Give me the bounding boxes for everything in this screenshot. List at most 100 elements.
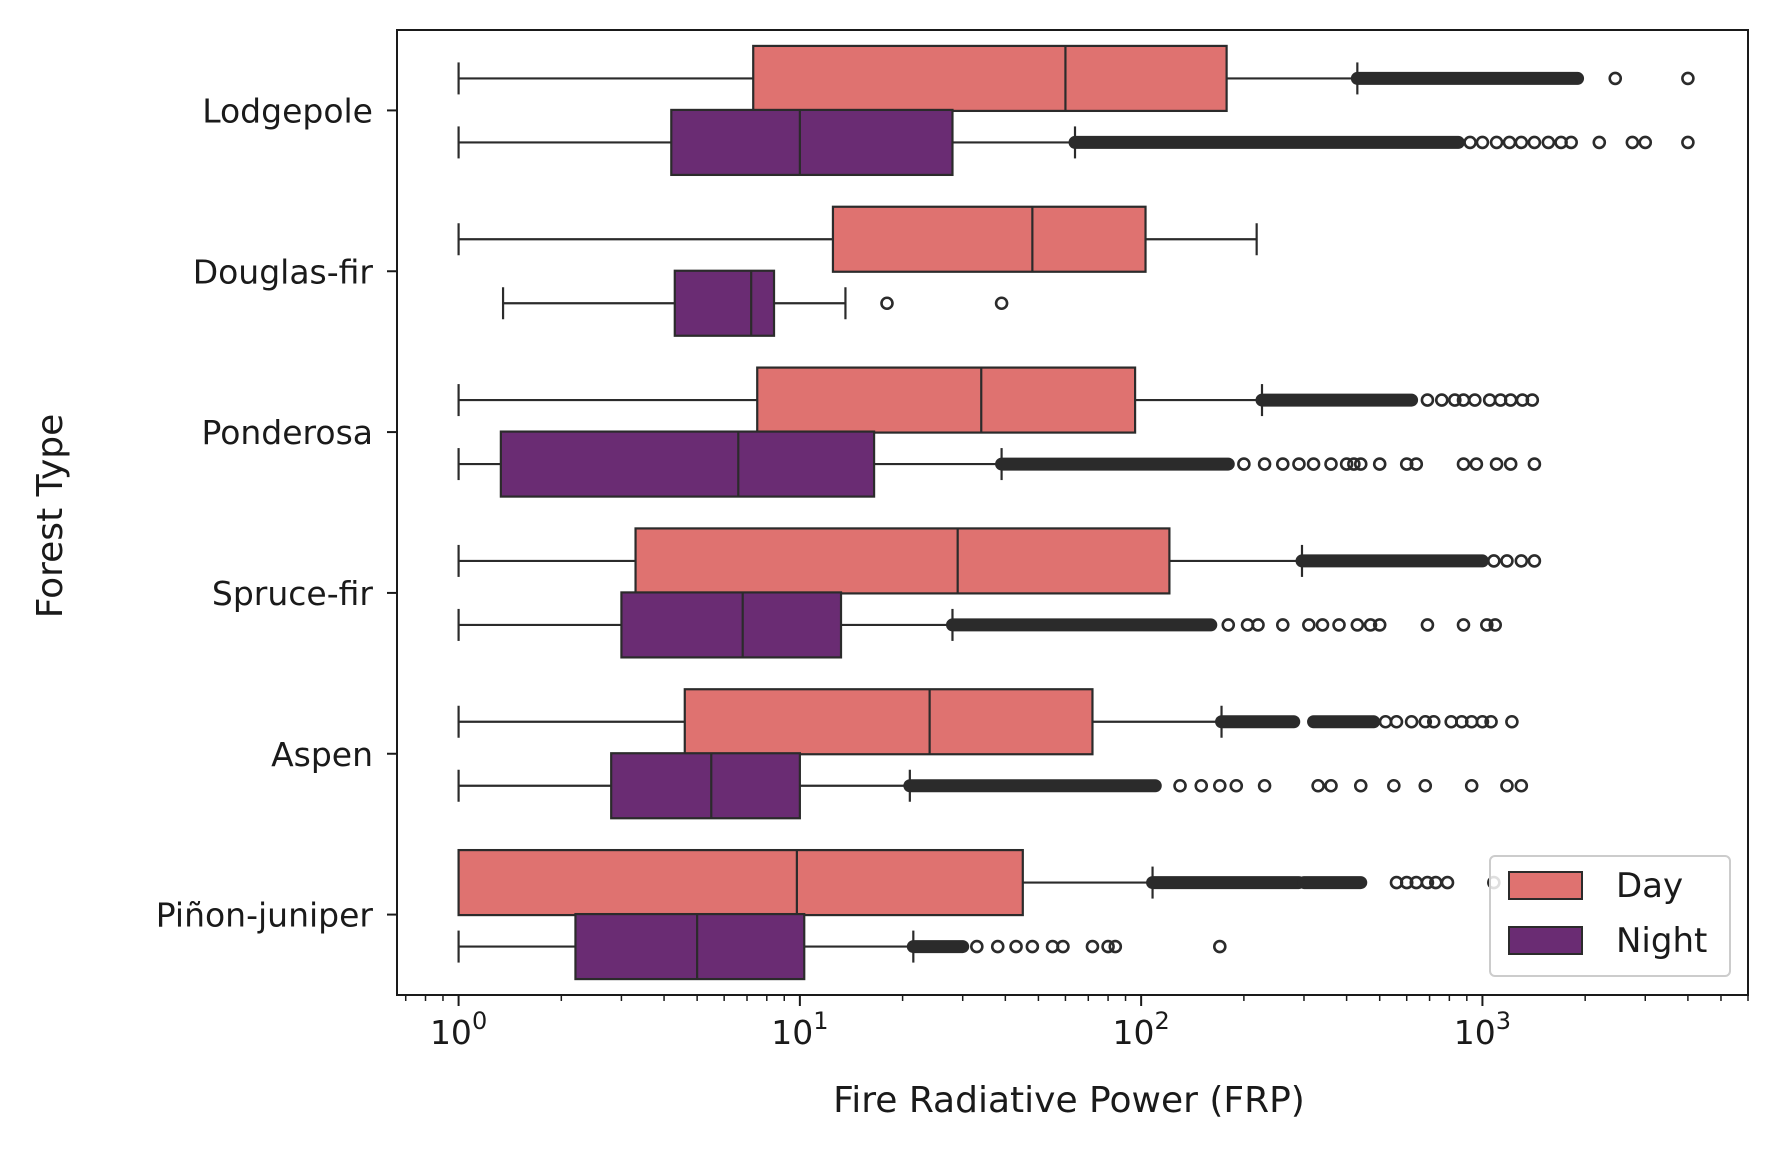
outlier-point — [1237, 457, 1251, 471]
iqr-box — [673, 269, 776, 337]
boxes-layer — [457, 44, 1695, 981]
outlier-point — [1372, 618, 1387, 632]
outlier-point — [1221, 618, 1236, 632]
iqr-box — [670, 108, 954, 177]
outlier-point — [1681, 135, 1695, 150]
outlier-point — [1527, 457, 1542, 471]
outlier-point — [1108, 939, 1123, 954]
outlier-point — [1257, 778, 1272, 793]
outlier-point — [1514, 135, 1529, 150]
box-day-spruce-fir — [457, 527, 1542, 595]
outlier-point — [1500, 778, 1514, 793]
outlier-point — [1389, 714, 1404, 729]
outlier-point — [1502, 135, 1517, 150]
outlier-point — [1311, 778, 1325, 793]
outlier-point — [1469, 457, 1484, 471]
outlier-point — [1251, 618, 1265, 632]
iqr-box — [683, 688, 1094, 756]
outlier-point — [1638, 135, 1653, 150]
outlier-point — [1527, 135, 1542, 150]
box-night-spruce-fir — [457, 591, 1503, 659]
legend-label-day: Day — [1616, 866, 1683, 906]
legend-swatch-night — [1508, 926, 1583, 955]
outlier-point — [1484, 714, 1498, 729]
outlier-point — [1324, 778, 1338, 793]
outlier-point — [990, 939, 1005, 954]
iqr-box — [457, 848, 1024, 917]
outlier-point — [1302, 618, 1316, 632]
iqr-box — [574, 912, 806, 981]
box-day-piñon-juniper — [457, 848, 1501, 917]
outlier-point — [1257, 457, 1272, 471]
outlier-point — [1527, 554, 1542, 568]
y-axis-title: Forest Type — [30, 414, 71, 619]
iqr-box — [752, 44, 1228, 113]
outlier-point — [1503, 457, 1518, 471]
outlier-point — [1212, 939, 1227, 954]
box-day-lodgepole — [457, 44, 1695, 113]
x-tick-label: 101 — [771, 1007, 828, 1052]
outlier-point — [1378, 714, 1393, 729]
outlier-point — [1482, 393, 1497, 407]
outlier-point — [1339, 457, 1354, 471]
outlier-point — [1347, 457, 1361, 471]
y-tick-label: Ponderosa — [201, 413, 373, 452]
outlier-point — [1489, 457, 1504, 471]
x-tick-label: 103 — [1454, 1007, 1511, 1052]
legend-label-night: Night — [1616, 921, 1707, 961]
outlier-point — [1229, 778, 1244, 793]
outlier-point — [1418, 714, 1433, 729]
outlier-point — [1564, 135, 1578, 150]
outlier-point — [1448, 393, 1462, 407]
box-night-piñon-juniper — [457, 912, 1227, 981]
y-tick-label: Piñon-juniper — [156, 896, 374, 935]
outlier-point — [1353, 778, 1368, 793]
outlier-point — [1353, 457, 1368, 471]
outlier-point — [1681, 71, 1695, 86]
outlier-point — [1456, 457, 1471, 471]
outlier-point — [1426, 714, 1441, 729]
outlier-point — [1500, 554, 1514, 568]
outlier-point — [1475, 135, 1490, 150]
y-tick-label: Aspen — [271, 735, 373, 774]
outlier-point — [1440, 875, 1455, 890]
outlier-point — [1505, 714, 1519, 729]
outlier-point — [1399, 875, 1414, 890]
outlier-point — [1387, 778, 1401, 793]
iqr-box — [831, 205, 1147, 273]
outlier-point — [994, 296, 1009, 311]
iqr-box — [610, 752, 801, 820]
outlier-point — [1056, 939, 1070, 954]
outlier-point — [880, 296, 894, 311]
box-day-aspen — [457, 688, 1519, 756]
outlier-point — [1306, 457, 1321, 471]
outlier-point — [1434, 393, 1449, 407]
outlier-point — [1463, 135, 1477, 150]
box-day-douglas-fir — [457, 205, 1258, 273]
outlier-point — [1404, 714, 1419, 729]
x-tick-label: 100 — [430, 1007, 487, 1052]
x-axis: 100 101 102 103 — [404, 995, 1749, 1052]
box-night-douglas-fir — [501, 269, 1009, 337]
y-tick-label: Spruce-fir — [212, 574, 374, 613]
outlier-point — [1275, 457, 1290, 471]
legend: Day Night — [1489, 855, 1731, 977]
legend-swatch-day — [1508, 871, 1583, 900]
iqr-box — [756, 366, 1137, 434]
outlier-point — [1525, 393, 1540, 407]
y-tick-label: Lodgepole — [202, 91, 373, 130]
plot-area — [396, 29, 1749, 996]
outlier-point — [1315, 618, 1330, 632]
outlier-point — [1324, 457, 1338, 471]
iqr-box — [499, 430, 876, 498]
outlier-point — [1418, 778, 1433, 793]
x-axis-title: Fire Radiative Power (FRP) — [833, 1080, 1305, 1121]
outlier-point — [1212, 778, 1227, 793]
box-night-ponderosa — [457, 430, 1542, 498]
outlier-point — [1173, 778, 1187, 793]
outlier-point — [1292, 457, 1306, 471]
y-axis: Lodgepole Douglas-fir Ponderosa Spruce-fir A… — [156, 91, 397, 935]
outlier-point — [1420, 618, 1435, 632]
outlier-point — [1489, 135, 1504, 150]
